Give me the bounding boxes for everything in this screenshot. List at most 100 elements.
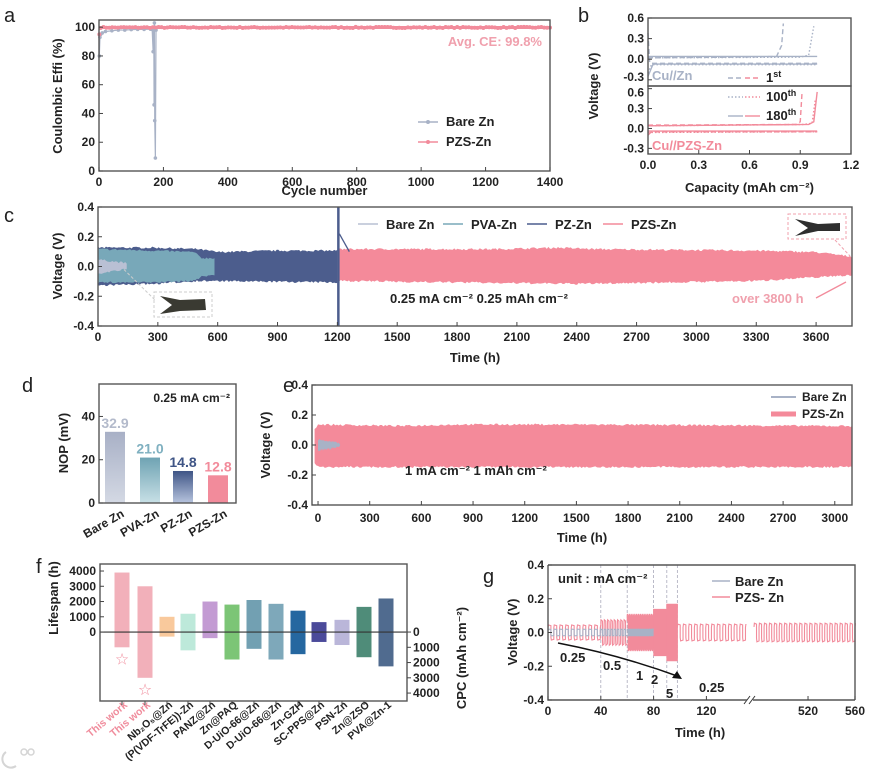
- x-tick-label: 520: [798, 704, 818, 718]
- series-pzs-zn: [666, 603, 678, 662]
- x-tick-label: 0.0: [640, 158, 657, 172]
- inset-photo-frame: [153, 291, 213, 318]
- legend-label: PZ-Zn: [555, 217, 592, 232]
- pzs-zn-point: [542, 25, 547, 30]
- bar-panz-zn: [202, 601, 218, 639]
- unit-annotation: unit : mA cm⁻²: [558, 571, 648, 586]
- x-tick-label: 0: [95, 330, 102, 344]
- pzs-zn-point: [330, 25, 335, 30]
- pzs-zn-point: [507, 25, 512, 30]
- inset-arrow: [123, 269, 156, 301]
- pzs-zn-point: [443, 25, 448, 30]
- y-axis-label: Lifespan (h): [46, 561, 61, 635]
- inset-photo-pzs-zn: [795, 219, 840, 236]
- x-tick-label: 600: [411, 511, 431, 525]
- pzs-zn-point: [266, 25, 271, 30]
- y-tick-label: 0.0: [527, 626, 544, 640]
- series-bare-zn: [98, 22, 157, 159]
- highlight-star-icon: ☆: [115, 651, 129, 668]
- pzs-zn-point: [472, 25, 477, 30]
- pzs-zn-point: [530, 25, 535, 30]
- curve-180th-plate: [647, 63, 818, 77]
- inset-photo-frame: [787, 213, 847, 240]
- pzs-zn-point: [200, 25, 205, 30]
- legend-marker: [426, 120, 430, 124]
- y-tick-label: 0.3: [627, 32, 644, 46]
- panel-g: 0 40 80 120 520 560 -0.4 -0.2 0.0 0.2 0.4 Voltage (…: [505, 558, 865, 740]
- pzs-zn-point: [136, 25, 141, 30]
- x-tick-label: 600: [208, 330, 228, 344]
- pzs-zn-point: [414, 25, 419, 30]
- x-tick-label: 1200: [472, 175, 499, 189]
- legend-label: Bare Zn: [735, 574, 783, 589]
- x-axis-label: Time (h): [557, 530, 607, 545]
- panel-a-frame: [98, 19, 551, 172]
- pzs-zn-point: [269, 25, 274, 30]
- curve-100th-strip: [647, 26, 815, 59]
- pzs-zn-point: [345, 25, 350, 30]
- x-tick-label: 0: [96, 175, 103, 189]
- y-axis-label: Voltage (V): [50, 233, 65, 300]
- y2-tick-label: 4000: [413, 686, 440, 700]
- x-axis-label: Capacity (mAh cm⁻²): [685, 180, 814, 195]
- pzs-zn-point: [463, 25, 468, 30]
- bare-zn-point: [152, 103, 156, 107]
- y-tick-label: 40: [82, 409, 96, 423]
- rate-label: 0.25: [560, 650, 585, 665]
- y-tick-label: 0.6: [627, 11, 644, 25]
- pzs-zn-point: [194, 25, 199, 30]
- y-tick-label: 0: [89, 625, 96, 639]
- pzs-zn-point: [243, 25, 248, 30]
- legend-label: 100th: [766, 88, 796, 104]
- avg-ce-annotation: Avg. CE: 99.8%: [448, 34, 543, 49]
- y-tick-label: 60: [82, 78, 96, 92]
- pzs-zn-point: [545, 25, 550, 30]
- pzs-zn-point: [113, 25, 118, 30]
- y2-tick-label: 2000: [413, 656, 440, 670]
- curve-100th-plate: [647, 131, 818, 134]
- bar-pva-zn: [140, 457, 160, 503]
- pzs-zn-point: [446, 25, 451, 30]
- series-pzs-zn: [753, 622, 856, 643]
- pzs-zn-point: [289, 25, 294, 30]
- bar-nb-o-zn: [159, 616, 175, 637]
- pzs-zn-point: [220, 25, 225, 30]
- y-tick-label: 0: [88, 164, 95, 178]
- y2-tick-label: 3000: [413, 671, 440, 685]
- pzs-zn-point: [495, 26, 500, 31]
- bar-this-work: [114, 572, 130, 648]
- y-tick-label: 0.4: [291, 378, 308, 392]
- pzs-zn-point: [168, 24, 173, 29]
- pzs-zn-point: [362, 25, 367, 30]
- rate-label: 2: [651, 672, 658, 687]
- pzs-zn-point: [130, 25, 135, 30]
- bare-zn-point: [152, 21, 157, 25]
- axis-break-gap: [747, 694, 753, 706]
- x-tick-label: 200: [153, 175, 173, 189]
- lifespan-arrow: [815, 281, 847, 299]
- x-tick-label: 3000: [683, 330, 710, 344]
- panel-letter-d: d: [22, 375, 33, 397]
- legend-label: 180th: [766, 107, 796, 123]
- pzs-zn-point: [263, 25, 268, 30]
- band-pzs-zn: [339, 246, 852, 285]
- x-tick-label: 2700: [770, 511, 797, 525]
- pzs-zn-point: [246, 25, 251, 30]
- panel-d-frame: [98, 383, 237, 504]
- legend-marker: [426, 140, 430, 144]
- bare-zn-point: [152, 118, 157, 123]
- panel-letter-b: b: [578, 5, 589, 27]
- pzs-zn-point: [379, 25, 384, 30]
- y-tick-label: 3000: [69, 579, 96, 593]
- series-bare-zn: [547, 627, 602, 637]
- y-tick-label: -0.2: [287, 468, 308, 482]
- y-axis-label: NOP (mV): [56, 413, 71, 473]
- x-tick-label: 900: [268, 330, 288, 344]
- y-tick-label: 0.0: [627, 52, 644, 66]
- legend-label: Bare Zn: [386, 217, 434, 232]
- y-axis-label: CPC (mAh cm⁻²): [454, 607, 469, 709]
- series-bare-zn: [600, 628, 628, 637]
- subplot-label: Cu//Zn: [652, 68, 692, 83]
- y-tick-label: -0.4: [287, 498, 308, 512]
